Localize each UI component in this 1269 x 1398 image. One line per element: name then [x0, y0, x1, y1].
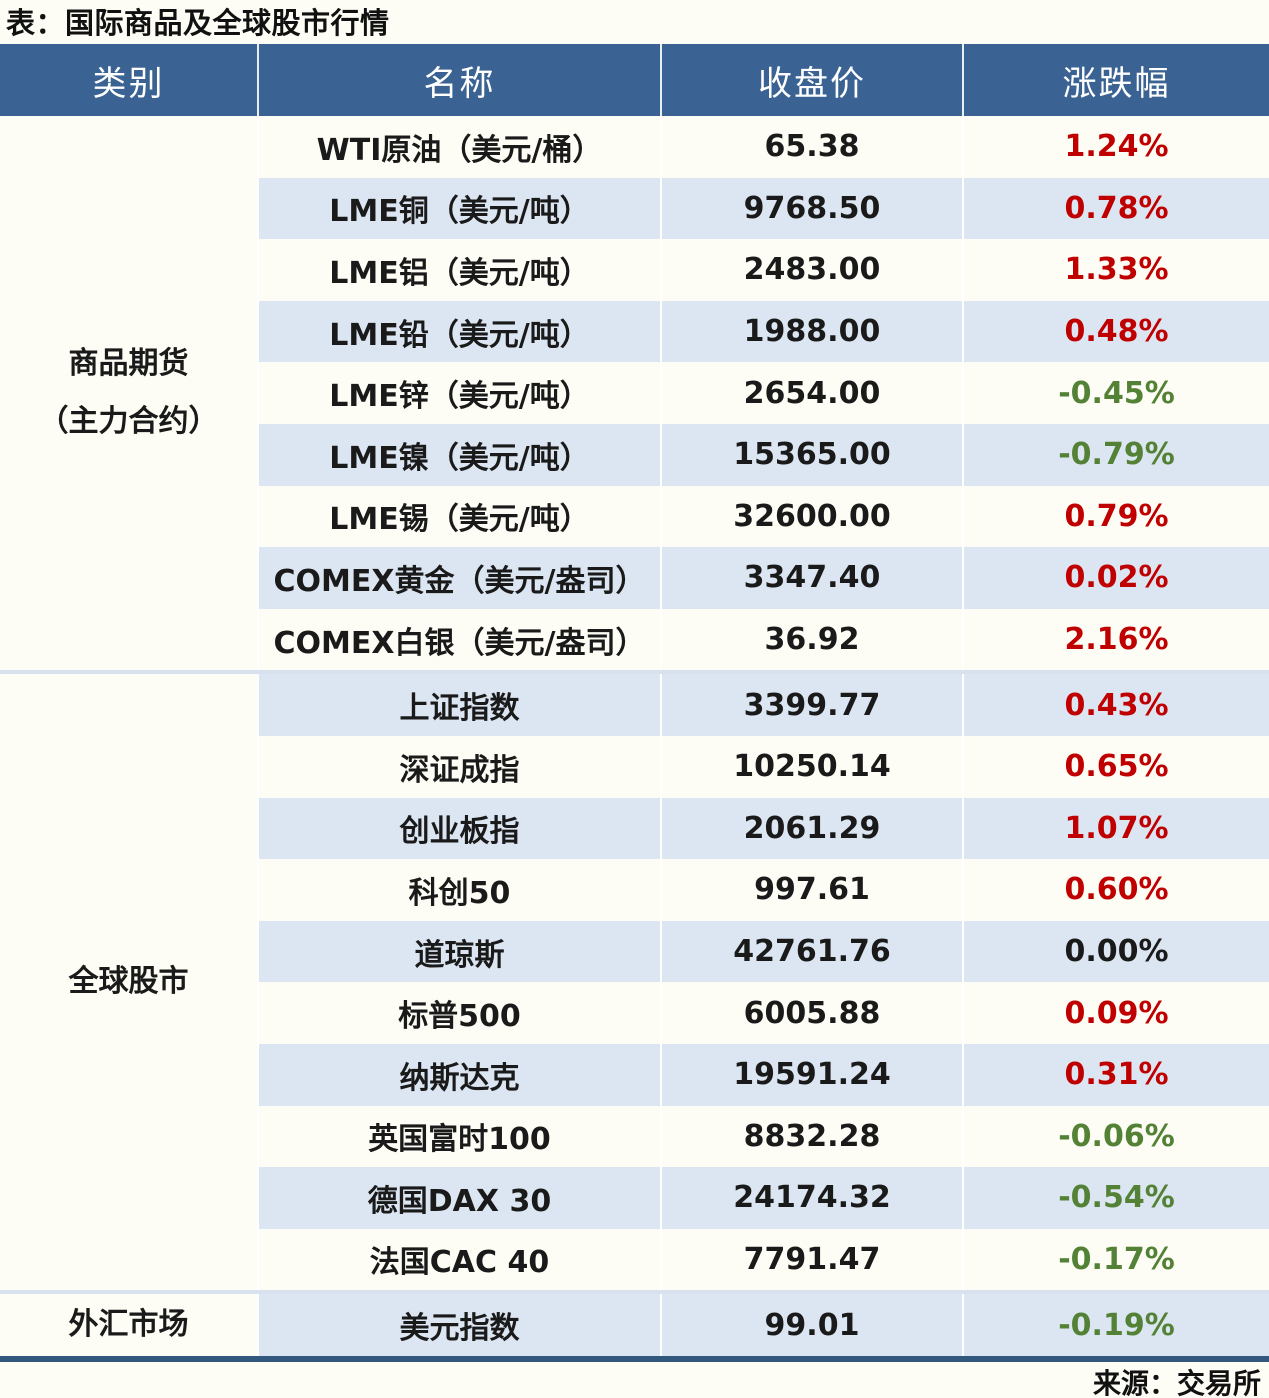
instrument-name: 法国CAC 40 — [257, 1228, 661, 1293]
close-price: 1988.00 — [660, 300, 963, 363]
instrument-name: 德国DAX 30 — [257, 1167, 661, 1229]
category-cell: 商品期货 （主力合约） — [0, 116, 258, 673]
change-percent: 0.65% — [962, 735, 1269, 798]
table-row: LME铝（美元/吨） 2483.00 1.33% — [0, 239, 1269, 301]
close-price: 8832.28 — [660, 1105, 963, 1168]
change-percent: 0.79% — [962, 485, 1269, 548]
table-row: 商品期货 （主力合约） WTI原油（美元/桶） 65.38 1.24% — [0, 116, 1269, 673]
category-label-line: 外汇市场 — [68, 1306, 189, 1342]
category-label-line: （主力合约） — [38, 404, 219, 440]
instrument-name: LME铝（美元/吨） — [257, 239, 661, 301]
instrument-name: COMEX白银（美元/盎司） — [257, 608, 661, 673]
table-header: 类别 名称 收盘价 涨跌幅 — [0, 44, 1269, 116]
table-body: 商品期货 （主力合约） WTI原油（美元/桶） 65.38 1.24% LME铜（美元/吨… — [0, 116, 1269, 1359]
change-percent: -0.54% — [962, 1167, 1269, 1229]
col-header-change: 涨跌幅 — [962, 44, 1269, 116]
table-row: LME锌（美元/吨） 2654.00 -0.45% — [0, 362, 1269, 424]
change-percent: -0.79% — [962, 423, 1269, 486]
table-row: LME镍（美元/吨） 15365.00 -0.79% — [0, 423, 1269, 486]
table-row: 法国CAC 40 7791.47 -0.17% — [0, 1228, 1269, 1293]
table-title: 表：国际商品及全球股市行情 — [6, 6, 390, 40]
instrument-name: LME镍（美元/吨） — [257, 423, 661, 486]
change-percent: -0.45% — [962, 362, 1269, 424]
close-price: 9768.50 — [660, 177, 963, 240]
table-row: 标普500 6005.88 0.09% — [0, 982, 1269, 1044]
change-percent: -0.19% — [962, 1290, 1269, 1359]
col-header-name: 名称 — [257, 44, 661, 116]
close-price: 42761.76 — [660, 920, 963, 983]
change-percent: 1.33% — [962, 239, 1269, 301]
close-price: 10250.14 — [660, 735, 963, 798]
instrument-name: 标普500 — [257, 982, 661, 1044]
instrument-name: 深证成指 — [257, 735, 661, 798]
close-price: 24174.32 — [660, 1167, 963, 1229]
close-price: 19591.24 — [660, 1043, 963, 1106]
close-price: 99.01 — [660, 1290, 963, 1359]
change-percent: 1.07% — [962, 797, 1269, 860]
category-cell: 外汇市场 — [0, 1290, 258, 1359]
close-price: 2061.29 — [660, 797, 963, 860]
instrument-name: COMEX黄金（美元/盎司） — [257, 547, 661, 609]
instrument-name: WTI原油（美元/桶） — [257, 116, 661, 178]
close-price: 65.38 — [660, 116, 963, 178]
instrument-name: LME锡（美元/吨） — [257, 485, 661, 548]
instrument-name: 道琼斯 — [257, 920, 661, 983]
change-percent: 0.02% — [962, 547, 1269, 609]
close-price: 15365.00 — [660, 423, 963, 486]
table-row: 德国DAX 30 24174.32 -0.54% — [0, 1167, 1269, 1229]
table-row: 外汇市场 美元指数 99.01 -0.19% — [0, 1290, 1269, 1359]
table-row: 创业板指 2061.29 1.07% — [0, 797, 1269, 860]
close-price: 36.92 — [660, 608, 963, 673]
change-percent: 0.78% — [962, 177, 1269, 240]
table-row: 纳斯达克 19591.24 0.31% — [0, 1043, 1269, 1106]
table-row: LME铅（美元/吨） 1988.00 0.48% — [0, 300, 1269, 363]
instrument-name: 英国富时100 — [257, 1105, 661, 1168]
instrument-name: LME铅（美元/吨） — [257, 300, 661, 363]
table-row: 深证成指 10250.14 0.65% — [0, 735, 1269, 798]
change-percent: 0.60% — [962, 859, 1269, 921]
close-price: 2654.00 — [660, 362, 963, 424]
change-percent: 2.16% — [962, 608, 1269, 673]
table-row: 道琼斯 42761.76 0.00% — [0, 920, 1269, 983]
table-row: LME铜（美元/吨） 9768.50 0.78% — [0, 177, 1269, 240]
change-percent: 0.43% — [962, 670, 1269, 736]
instrument-name: 科创50 — [257, 859, 661, 921]
category-label-line: 商品期货 — [68, 345, 189, 381]
table-row: 英国富时100 8832.28 -0.06% — [0, 1105, 1269, 1168]
close-price: 7791.47 — [660, 1228, 963, 1293]
close-price: 3399.77 — [660, 670, 963, 736]
market-table: 类别 名称 收盘价 涨跌幅 商品期货 （主力合约） WTI原油（美元/桶） 65.38… — [0, 44, 1269, 1362]
close-price: 2483.00 — [660, 239, 963, 301]
instrument-name: LME铜（美元/吨） — [257, 177, 661, 240]
table-row: COMEX黄金（美元/盎司） 3347.40 0.02% — [0, 547, 1269, 609]
table-row: LME锡（美元/吨） 32600.00 0.79% — [0, 485, 1269, 548]
change-percent: 1.24% — [962, 116, 1269, 178]
close-price: 3347.40 — [660, 547, 963, 609]
change-percent: 0.48% — [962, 300, 1269, 363]
close-price: 997.61 — [660, 859, 963, 921]
source-note: 来源：交易所 — [1092, 1366, 1261, 1398]
col-header-category: 类别 — [0, 44, 258, 116]
change-percent: 0.31% — [962, 1043, 1269, 1106]
category-cell: 全球股市 — [0, 670, 258, 1293]
table-row: 全球股市 上证指数 3399.77 0.43% — [0, 670, 1269, 1293]
change-percent: 0.00% — [962, 920, 1269, 983]
instrument-name: LME锌（美元/吨） — [257, 362, 661, 424]
change-percent: -0.06% — [962, 1105, 1269, 1168]
category-label-line: 全球股市 — [68, 964, 189, 1000]
close-price: 6005.88 — [660, 982, 963, 1044]
change-percent: 0.09% — [962, 982, 1269, 1044]
instrument-name: 上证指数 — [257, 670, 661, 736]
header-row: 类别 名称 收盘价 涨跌幅 — [0, 44, 1269, 116]
close-price: 32600.00 — [660, 485, 963, 548]
instrument-name: 纳斯达克 — [257, 1043, 661, 1106]
instrument-name: 美元指数 — [257, 1290, 661, 1359]
col-header-close: 收盘价 — [660, 44, 963, 116]
change-percent: -0.17% — [962, 1228, 1269, 1293]
table-row: 科创50 997.61 0.60% — [0, 859, 1269, 921]
instrument-name: 创业板指 — [257, 797, 661, 860]
table-row: COMEX白银（美元/盎司） 36.92 2.16% — [0, 608, 1269, 673]
